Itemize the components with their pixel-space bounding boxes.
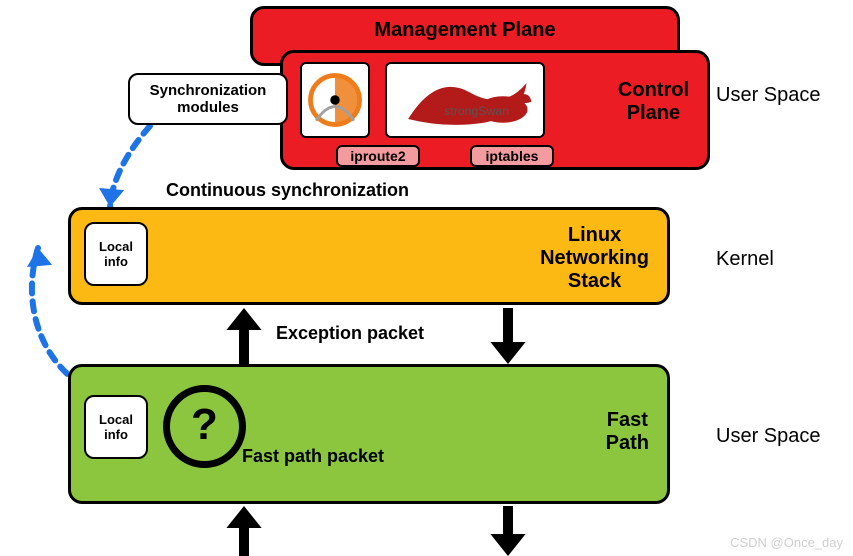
fast-path-box: Fast Path: [68, 364, 670, 504]
local-info-kernel-box: Local info: [84, 222, 148, 286]
question-circle-icon: ?: [163, 385, 246, 473]
iptables-label: iptables: [486, 148, 539, 164]
iproute2-label: iproute2: [350, 148, 405, 164]
logo-frr-icon: [300, 62, 370, 138]
sync-modules-label: Synchronization modules: [150, 82, 267, 116]
logo-strongswan-icon: strongSwan: [385, 62, 545, 138]
sync-modules-box: Synchronization modules: [128, 73, 288, 125]
user-space-top-label: User Space: [716, 84, 821, 107]
strongswan-text: strongSwan: [444, 104, 509, 118]
iptables-pill: iptables: [470, 145, 554, 167]
kernel-side-label: Kernel: [716, 248, 774, 271]
iproute2-pill: iproute2: [336, 145, 420, 167]
svg-text:?: ?: [191, 400, 218, 449]
watermark-text: CSDN @Once_day: [730, 535, 843, 550]
local-info-kernel-label: Local info: [99, 239, 133, 269]
user-space-bottom-label: User Space: [716, 425, 821, 448]
fast-path-title: Fast Path: [606, 409, 649, 455]
fast-path-packet-label: Fast path packet: [242, 446, 384, 467]
kernel-box: Linux Networking Stack: [68, 207, 670, 305]
management-plane-title: Management Plane: [253, 19, 677, 42]
local-info-fastpath-label: Local info: [99, 412, 133, 442]
local-info-fastpath-box: Local info: [84, 395, 148, 459]
exception-packet-label: Exception packet: [276, 323, 424, 344]
continuous-sync-label: Continuous synchronization: [166, 180, 409, 201]
control-plane-title: Control Plane: [618, 79, 689, 125]
kernel-title: Linux Networking Stack: [540, 224, 649, 293]
